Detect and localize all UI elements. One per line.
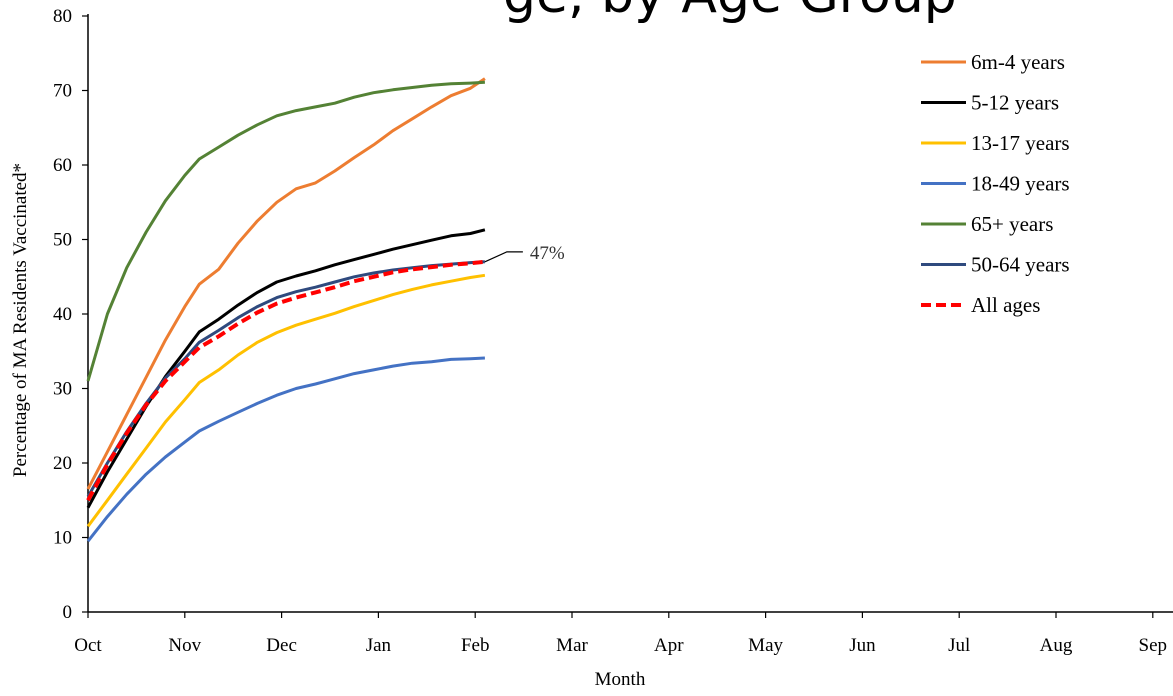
x-tick-label: Jan: [366, 635, 392, 656]
y-tick-label: 10: [53, 528, 72, 549]
y-axis-title: Percentage of MA Residents Vaccinated*: [10, 163, 31, 477]
y-tick-label: 20: [53, 453, 72, 474]
x-tick-label: Feb: [461, 635, 490, 656]
series-line-5-12-years: [86, 228, 486, 509]
y-tick-label: 70: [53, 81, 72, 102]
x-tick-label: Oct: [74, 635, 102, 656]
y-tick-label: 60: [53, 155, 72, 176]
annotation-leader-line: [484, 251, 523, 263]
y-tick-label: 30: [53, 379, 72, 400]
x-ticks: Oct Nov Dec Jan Feb Mar Apr May Jun Jul Aug Sep: [74, 612, 1167, 656]
x-tick-label: Nov: [168, 635, 201, 656]
y-tick-label: 50: [53, 230, 72, 251]
legend: 6m-4 years 5-12 years 13-17 years 18-49 yea…: [921, 50, 1070, 317]
x-tick-label: Apr: [654, 635, 684, 656]
x-tick-label: Jun: [849, 635, 876, 656]
y-tick-label: 80: [53, 6, 72, 27]
series-line-all-ages: [86, 259, 486, 502]
series-line-18-49-years: [86, 356, 485, 543]
x-axis-title: Month: [595, 669, 646, 690]
y-tick-label: 0: [63, 602, 73, 623]
heading-fragment: ge, by Age Group: [503, 0, 957, 25]
legend-label: 6m-4 years: [971, 50, 1065, 74]
axes: [87, 14, 1173, 613]
legend-label: 18-49 years: [971, 172, 1070, 196]
x-tick-label: Sep: [1139, 635, 1168, 656]
legend-label: 5-12 years: [971, 91, 1059, 115]
x-tick-label: Mar: [556, 635, 588, 656]
annotation: 47%: [484, 243, 565, 264]
x-tick-label: Dec: [266, 635, 297, 656]
y-ticks: 0 10 20 30 40 50 60 70 80: [53, 6, 88, 623]
series-line-6m-4-years: [86, 77, 486, 490]
annotation-label: 47%: [530, 243, 565, 264]
x-tick-label: Aug: [1040, 635, 1073, 656]
series-line-65-years: [86, 80, 485, 382]
legend-label: All ages: [971, 293, 1040, 317]
series-lines: [86, 77, 486, 543]
legend-label: 13-17 years: [971, 131, 1070, 155]
y-tick-label: 40: [53, 304, 72, 325]
x-tick-label: May: [748, 635, 783, 656]
series-line-13-17-years: [86, 273, 486, 528]
x-tick-label: Jul: [948, 635, 970, 656]
legend-label: 50-64 years: [971, 253, 1070, 277]
legend-label: 65+ years: [971, 212, 1053, 236]
series-line-50-64-years: [86, 260, 485, 498]
